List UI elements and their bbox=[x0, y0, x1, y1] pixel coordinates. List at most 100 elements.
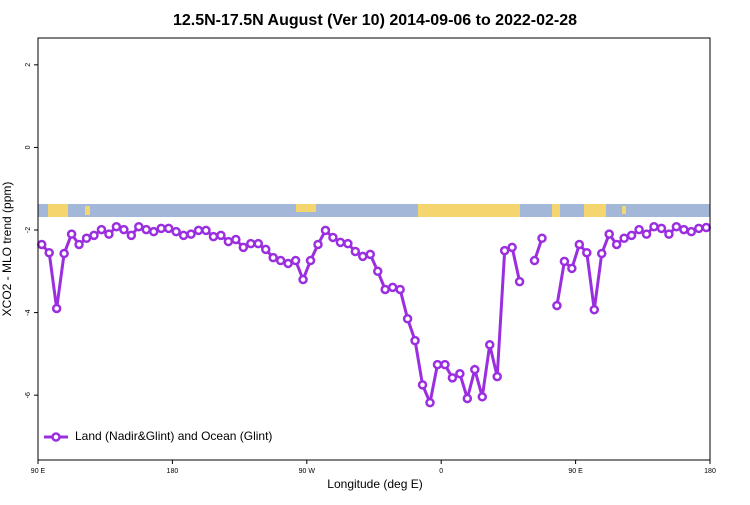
data-point bbox=[514, 276, 525, 287]
data-point bbox=[582, 247, 592, 258]
y-tick-label: -6 bbox=[25, 392, 32, 398]
x-tick-label: 90 E bbox=[31, 468, 46, 475]
data-point bbox=[231, 234, 241, 245]
data-point bbox=[320, 225, 331, 236]
data-point bbox=[395, 284, 405, 295]
data-point bbox=[66, 229, 77, 239]
data-point bbox=[178, 230, 189, 241]
x-tick-label: 0 bbox=[439, 468, 443, 475]
data-point bbox=[440, 359, 450, 370]
data-point bbox=[671, 221, 682, 232]
data-point bbox=[298, 274, 308, 285]
data-point bbox=[201, 225, 211, 236]
plot-frame bbox=[37, 37, 711, 461]
data-point bbox=[410, 335, 420, 346]
y-tick-label: -4 bbox=[25, 309, 32, 315]
data-point bbox=[417, 380, 428, 390]
data-point bbox=[343, 238, 353, 249]
data-point bbox=[470, 364, 480, 375]
data-point bbox=[313, 239, 323, 250]
data-point bbox=[119, 224, 129, 235]
data-point bbox=[455, 368, 465, 379]
data-point bbox=[626, 230, 637, 241]
data-point bbox=[328, 232, 338, 243]
data-point bbox=[402, 314, 413, 324]
data-point bbox=[216, 230, 226, 241]
data-point bbox=[619, 233, 629, 244]
data-point bbox=[686, 226, 697, 237]
data-point bbox=[432, 359, 443, 370]
data-point bbox=[701, 222, 712, 233]
data-point bbox=[387, 282, 398, 293]
data-point bbox=[679, 224, 689, 235]
data-point bbox=[447, 373, 458, 383]
data-point bbox=[664, 229, 674, 239]
data-point bbox=[596, 248, 607, 259]
data-point bbox=[223, 236, 234, 247]
data-point bbox=[36, 239, 47, 250]
data-point bbox=[305, 255, 316, 266]
y-tick-label: 0 bbox=[25, 145, 32, 149]
data-point bbox=[611, 239, 622, 250]
data-point bbox=[208, 231, 219, 242]
data-point bbox=[126, 230, 137, 241]
land-ocean-strip bbox=[38, 204, 710, 217]
chart-title: 12.5N-17.5N August (Ver 10) 2014-09-06 t… bbox=[173, 12, 577, 29]
data-point bbox=[484, 340, 495, 350]
data-point bbox=[268, 252, 278, 263]
y-axis-label: XCO2 - MLO trend (ppm) bbox=[0, 182, 14, 317]
data-point bbox=[358, 251, 368, 262]
data-point bbox=[604, 229, 614, 239]
data-point bbox=[163, 223, 174, 234]
data-point bbox=[104, 229, 114, 239]
data-point bbox=[649, 221, 659, 232]
data-point bbox=[290, 255, 301, 266]
data-point bbox=[238, 242, 249, 253]
data-point bbox=[156, 223, 166, 234]
legend-label: Land (Nadir&Glint) and Ocean (Glint) bbox=[75, 429, 272, 443]
y-tick-label: -2 bbox=[25, 227, 32, 233]
data-point bbox=[81, 233, 92, 244]
data-point bbox=[74, 239, 84, 250]
legend-marker bbox=[51, 432, 61, 442]
data-point bbox=[567, 263, 577, 274]
data-point bbox=[499, 245, 510, 256]
x-tick-label: 180 bbox=[167, 468, 179, 475]
data-point bbox=[552, 300, 562, 311]
data-point bbox=[148, 226, 159, 237]
data-point bbox=[44, 247, 54, 258]
data-point bbox=[246, 238, 256, 249]
data-point bbox=[529, 255, 540, 266]
y-tick-label: 2 bbox=[25, 63, 32, 67]
data-point bbox=[492, 371, 502, 382]
data-point bbox=[380, 284, 390, 295]
data-point bbox=[477, 392, 488, 402]
data-point bbox=[193, 225, 204, 236]
data-point bbox=[253, 238, 264, 249]
data-point bbox=[141, 224, 152, 235]
data-point bbox=[372, 266, 383, 277]
data-point bbox=[589, 304, 600, 315]
x-tick-label: 180 bbox=[704, 468, 716, 475]
data-point bbox=[507, 242, 517, 253]
data-point bbox=[89, 230, 99, 241]
data-point bbox=[537, 233, 547, 244]
data-point bbox=[365, 249, 376, 260]
x-axis-label: Longitude (deg E) bbox=[327, 477, 422, 491]
x-tick-label: 90 W bbox=[299, 468, 316, 475]
data-point bbox=[59, 248, 69, 259]
data-point bbox=[574, 239, 585, 250]
data-point bbox=[134, 221, 144, 232]
data-point bbox=[283, 258, 293, 269]
data-point bbox=[275, 255, 286, 266]
data-point bbox=[694, 223, 704, 234]
data-point bbox=[335, 237, 346, 248]
data-point bbox=[634, 224, 644, 235]
data-point bbox=[462, 393, 473, 404]
data-point bbox=[51, 303, 62, 314]
x-tick-label: 90 E bbox=[568, 468, 583, 475]
data-point bbox=[171, 226, 181, 237]
data-point bbox=[96, 224, 107, 235]
data-point bbox=[260, 244, 271, 255]
